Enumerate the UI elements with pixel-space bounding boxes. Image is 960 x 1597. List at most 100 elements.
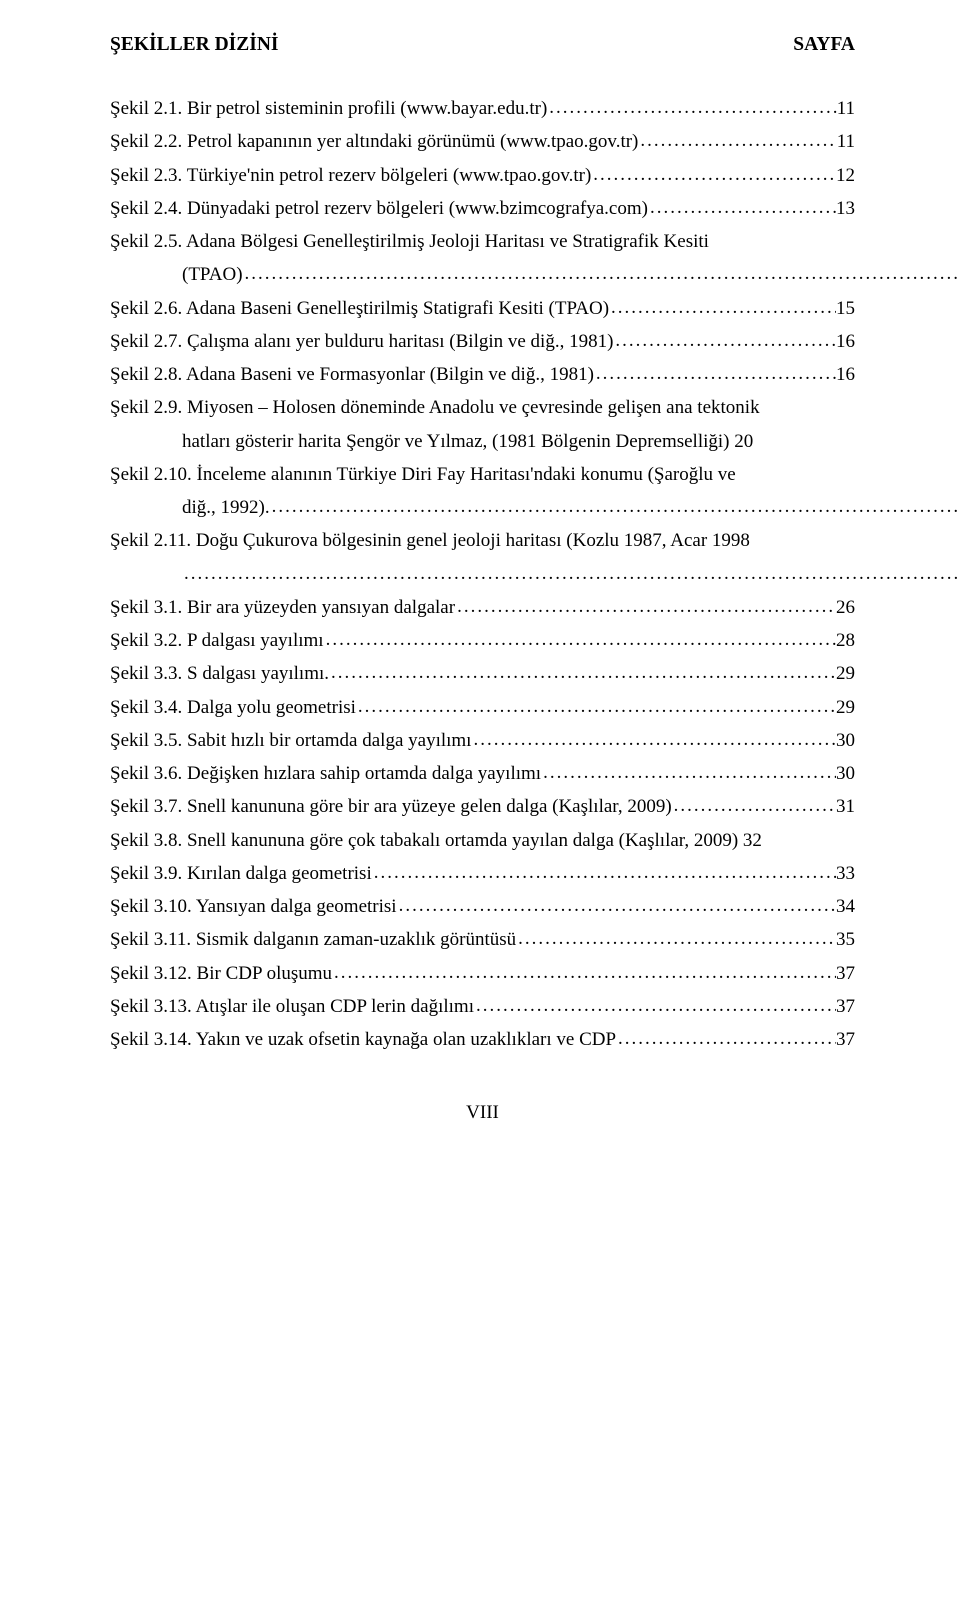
toc-entry: Şekil 3.8. Snell kanununa göre çok tabak… xyxy=(110,824,855,857)
toc-entry: Şekil 2.10. İnceleme alanının Türkiye Di… xyxy=(110,458,855,491)
toc-entry-continuation: (TPAO)14 xyxy=(110,258,855,291)
toc-entry-text: Şekil 2.6. Adana Baseni Genelleştirilmiş… xyxy=(110,292,609,325)
toc-leader-dots xyxy=(609,291,836,324)
toc-leader-dots xyxy=(372,856,836,889)
toc-entry: Şekil 3.11. Sismik dalganın zaman-uzaklı… xyxy=(110,923,855,956)
toc-leader-dots xyxy=(594,357,836,390)
toc-entry-page: 11 xyxy=(837,92,855,125)
toc-entry-text: Şekil 3.14. Yakın ve uzak ofsetin kaynağ… xyxy=(110,1023,616,1056)
toc-entry: Şekil 2.1. Bir petrol sisteminin profili… xyxy=(110,92,855,125)
toc-leader-dots xyxy=(455,590,836,623)
toc-leader-dots xyxy=(616,1022,836,1055)
toc-entry-text: Şekil 3.12. Bir CDP oluşumu xyxy=(110,957,332,990)
toc-entry-text: Şekil 3.4. Dalga yolu geometrisi xyxy=(110,691,356,724)
toc-entry: Şekil 2.2. Petrol kapanının yer altındak… xyxy=(110,125,855,158)
toc-entry-page: 12 xyxy=(836,159,855,192)
toc-leader-dots xyxy=(397,889,836,922)
toc-entry-text: Şekil 2.5. Adana Bölgesi Genelleştirilmi… xyxy=(110,225,709,258)
toc-entry-page: 28 xyxy=(836,624,855,657)
toc-entry: Şekil 3.5. Sabit hızlı bir ortamda dalga… xyxy=(110,724,855,757)
toc-entry-page: 35 xyxy=(836,923,855,956)
toc-entry-continuation: 23 xyxy=(110,558,855,591)
toc-leader-dots xyxy=(471,723,836,756)
toc-entry: Şekil 2.9. Miyosen – Holosen döneminde A… xyxy=(110,391,855,424)
toc-leader-dots xyxy=(547,91,836,124)
toc-entry-text: Şekil 2.3. Türkiye'nin petrol rezerv böl… xyxy=(110,159,591,192)
toc-leader-dots xyxy=(591,158,836,191)
toc-entry: Şekil 2.6. Adana Baseni Genelleştirilmiş… xyxy=(110,292,855,325)
toc-entry-text: Şekil 3.13. Atışlar ile oluşan CDP lerin… xyxy=(110,990,474,1023)
toc-entry-page: 30 xyxy=(836,757,855,790)
toc-entry-cont-text: hatları gösterir harita Şengör ve Yılmaz… xyxy=(182,431,753,452)
toc-entry-text: Şekil 3.9. Kırılan dalga geometrisi xyxy=(110,857,372,890)
toc-entry-text: Şekil 3.10. Yansıyan dalga geometrisi xyxy=(110,890,397,923)
toc-entry: Şekil 3.3. S dalgası yayılımı. 29 xyxy=(110,657,855,690)
toc-leader-dots xyxy=(270,496,960,517)
toc-leader-dots xyxy=(332,956,836,989)
toc-leader-dots xyxy=(638,124,836,157)
toc-entry-text: Şekil 3.7. Snell kanununa göre bir ara y… xyxy=(110,790,672,823)
toc-entry-page: 37 xyxy=(836,990,855,1023)
toc-entry-page: 37 xyxy=(836,1023,855,1056)
toc-entry: Şekil 3.14. Yakın ve uzak ofsetin kaynağ… xyxy=(110,1023,855,1056)
toc-entry: Şekil 3.1. Bir ara yüzeyden yansıyan dal… xyxy=(110,591,855,624)
toc-entry-text: Şekil 2.7. Çalışma alanı yer bulduru har… xyxy=(110,325,613,358)
toc-entry-text: Şekil 3.2. P dalgası yayılımı xyxy=(110,624,324,657)
toc-entry-page: 33 xyxy=(836,857,855,890)
toc-entry-page: 16 xyxy=(836,325,855,358)
header-row: ŞEKİLLER DİZİNİ SAYFA xyxy=(110,28,855,62)
toc-entry-continuation: diğ., 1992).21 xyxy=(110,491,855,524)
toc-entry-page: 15 xyxy=(836,292,855,325)
toc-leader-dots xyxy=(243,263,960,284)
toc-entry-text: Şekil 3.1. Bir ara yüzeyden yansıyan dal… xyxy=(110,591,455,624)
toc-entry-text: Şekil 3.3. S dalgası yayılımı. xyxy=(110,657,329,690)
toc-entry: Şekil 3.9. Kırılan dalga geometrisi 33 xyxy=(110,857,855,890)
toc-entry-cont-text: (TPAO) xyxy=(182,264,243,285)
header-right: SAYFA xyxy=(793,28,855,62)
toc-entry: Şekil 3.7. Snell kanununa göre bir ara y… xyxy=(110,790,855,823)
toc-entry-text: Şekil 2.9. Miyosen – Holosen döneminde A… xyxy=(110,391,760,424)
toc-leader-dots xyxy=(474,989,836,1022)
toc-entry: Şekil 2.5. Adana Bölgesi Genelleştirilmi… xyxy=(110,225,855,258)
toc-entry-page: 11 xyxy=(837,125,855,158)
toc-entry: Şekil 3.4. Dalga yolu geometrisi 29 xyxy=(110,691,855,724)
toc-leader-dots xyxy=(182,563,960,584)
toc-entry: Şekil 2.4. Dünyadaki petrol rezerv bölge… xyxy=(110,192,855,225)
toc-entry-text: Şekil 3.11. Sismik dalganın zaman-uzaklı… xyxy=(110,923,516,956)
toc-entry-text: Şekil 2.10. İnceleme alanının Türkiye Di… xyxy=(110,458,736,491)
toc-entry: Şekil 3.10. Yansıyan dalga geometrisi 34 xyxy=(110,890,855,923)
toc-entry: Şekil 2.11. Doğu Çukurova bölgesinin gen… xyxy=(110,524,855,557)
toc-entry-continuation: hatları gösterir harita Şengör ve Yılmaz… xyxy=(110,425,855,458)
toc-entry: Şekil 3.2. P dalgası yayılımı 28 xyxy=(110,624,855,657)
toc-entry-text: Şekil 3.6. Değişken hızlara sahip ortamd… xyxy=(110,757,541,790)
toc-entry-text: Şekil 2.8. Adana Baseni ve Formasyonlar … xyxy=(110,358,594,391)
toc-leader-dots xyxy=(541,756,836,789)
toc-leader-dots xyxy=(516,922,836,955)
page-number-footer: VIII xyxy=(110,1096,855,1129)
toc-leader-dots xyxy=(356,690,836,723)
toc-leader-dots xyxy=(324,623,836,656)
toc-entry-cont-text: diğ., 1992). xyxy=(182,497,270,518)
toc-entry-page: 26 xyxy=(836,591,855,624)
toc-entry: Şekil 3.6. Değişken hızlara sahip ortamd… xyxy=(110,757,855,790)
toc-entry-text: Şekil 2.11. Doğu Çukurova bölgesinin gen… xyxy=(110,524,750,557)
toc-entry-text: Şekil 3.8. Snell kanununa göre çok tabak… xyxy=(110,824,762,857)
table-of-contents: Şekil 2.1. Bir petrol sisteminin profili… xyxy=(110,92,855,1056)
toc-entry-page: 29 xyxy=(836,657,855,690)
toc-leader-dots xyxy=(672,789,836,822)
toc-entry-page: 16 xyxy=(836,358,855,391)
toc-entry: Şekil 2.3. Türkiye'nin petrol rezerv böl… xyxy=(110,159,855,192)
toc-entry-page: 31 xyxy=(836,790,855,823)
toc-entry-page: 30 xyxy=(836,724,855,757)
header-left: ŞEKİLLER DİZİNİ xyxy=(110,28,279,62)
toc-entry-page: 37 xyxy=(836,957,855,990)
toc-entry-page: 13 xyxy=(836,192,855,225)
toc-entry: Şekil 2.7. Çalışma alanı yer bulduru har… xyxy=(110,325,855,358)
toc-entry: Şekil 3.13. Atışlar ile oluşan CDP lerin… xyxy=(110,990,855,1023)
toc-leader-dots xyxy=(329,656,836,689)
toc-leader-dots xyxy=(613,324,836,357)
toc-entry-text: Şekil 2.4. Dünyadaki petrol rezerv bölge… xyxy=(110,192,648,225)
toc-entry: Şekil 3.12. Bir CDP oluşumu 37 xyxy=(110,957,855,990)
toc-entry-page: 34 xyxy=(836,890,855,923)
toc-entry-page: 29 xyxy=(836,691,855,724)
